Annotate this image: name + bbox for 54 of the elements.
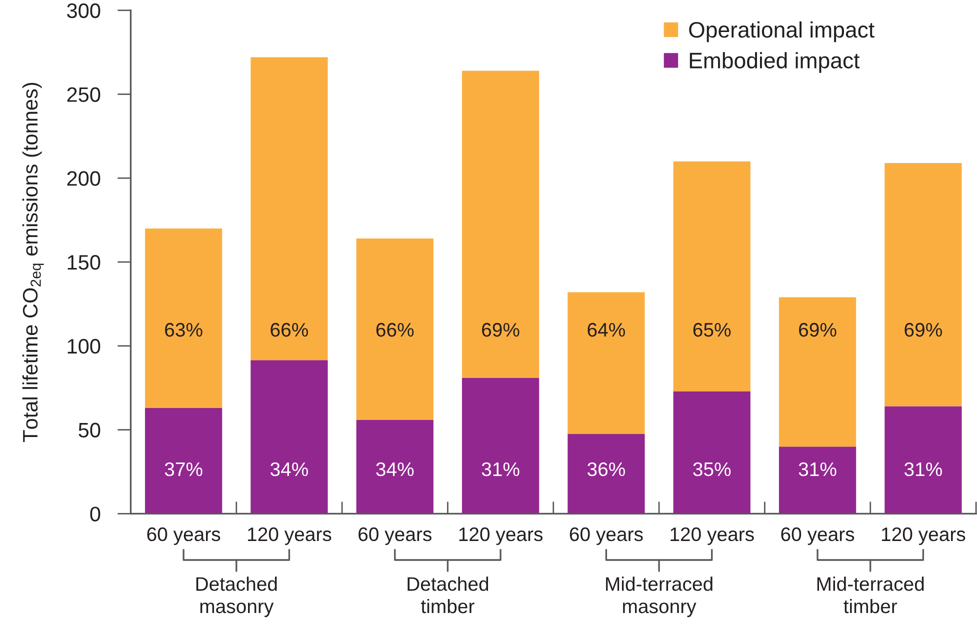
bar: [462, 378, 540, 514]
y-tick-label: 100: [68, 338, 100, 354]
bar: [568, 292, 645, 434]
annotation: 34%: [376, 462, 414, 476]
annotation: 69%: [799, 322, 836, 337]
annotation: 65%: [693, 322, 731, 337]
y-tick-label: 0: [90, 506, 100, 522]
x-tick-label: 120 years: [670, 527, 754, 546]
annotation: 66%: [376, 322, 414, 337]
annotation: 36%: [587, 462, 625, 476]
x-tick-label: 60 years: [570, 527, 643, 546]
annotation: 34%: [270, 462, 308, 476]
bar: [462, 70, 540, 378]
x-tick-label: 120 years: [459, 527, 543, 546]
bar: [250, 57, 328, 360]
y-tick-label: 250: [67, 87, 100, 102]
bar: [673, 161, 750, 392]
bar: [884, 406, 962, 514]
annotation: 31%: [798, 462, 836, 476]
text: Detached masonry: [196, 576, 277, 618]
bar: [673, 391, 750, 514]
annotation: 66%: [270, 322, 308, 337]
x-tick-label: 60 years: [358, 527, 432, 546]
legend-label: Embodied impact: [690, 52, 860, 73]
y-tick-label: 50: [78, 422, 100, 438]
bar: [356, 420, 434, 514]
bar: [144, 408, 222, 514]
x-tick-label: 120 years: [882, 527, 966, 546]
y-tick-label: 200: [67, 171, 100, 186]
annotation: 64%: [588, 322, 625, 337]
bar: [884, 163, 962, 406]
x-tick-label: 120 years: [248, 527, 332, 546]
bar: [144, 228, 222, 408]
annotation: 31%: [904, 462, 942, 476]
x-tick-label: 60 years: [147, 527, 220, 546]
bar: [778, 297, 856, 447]
annotation: 37%: [164, 462, 202, 476]
annotation: 69%: [482, 322, 520, 337]
bar: [250, 360, 328, 514]
y-axis-title: Total lifetime CO$_{2eq}$ emissions (tonnes): [22, 82, 44, 442]
legend-label: Operational impact: [689, 21, 874, 42]
annotation: 35%: [693, 462, 731, 476]
bar: [568, 434, 645, 514]
bar: [778, 446, 856, 514]
y-tick-label: 150: [68, 255, 100, 270]
annotation: 63%: [165, 322, 202, 337]
y-tick-label: 300: [67, 3, 100, 18]
bar: [356, 238, 434, 420]
text: Mid-terraced masonry: [606, 576, 712, 618]
text: Mid-terraced timber: [817, 576, 924, 614]
x-tick-label: 60 years: [781, 527, 854, 546]
annotation: 31%: [482, 462, 520, 476]
text: Detached timber: [408, 576, 488, 614]
annotation: 69%: [904, 322, 942, 337]
